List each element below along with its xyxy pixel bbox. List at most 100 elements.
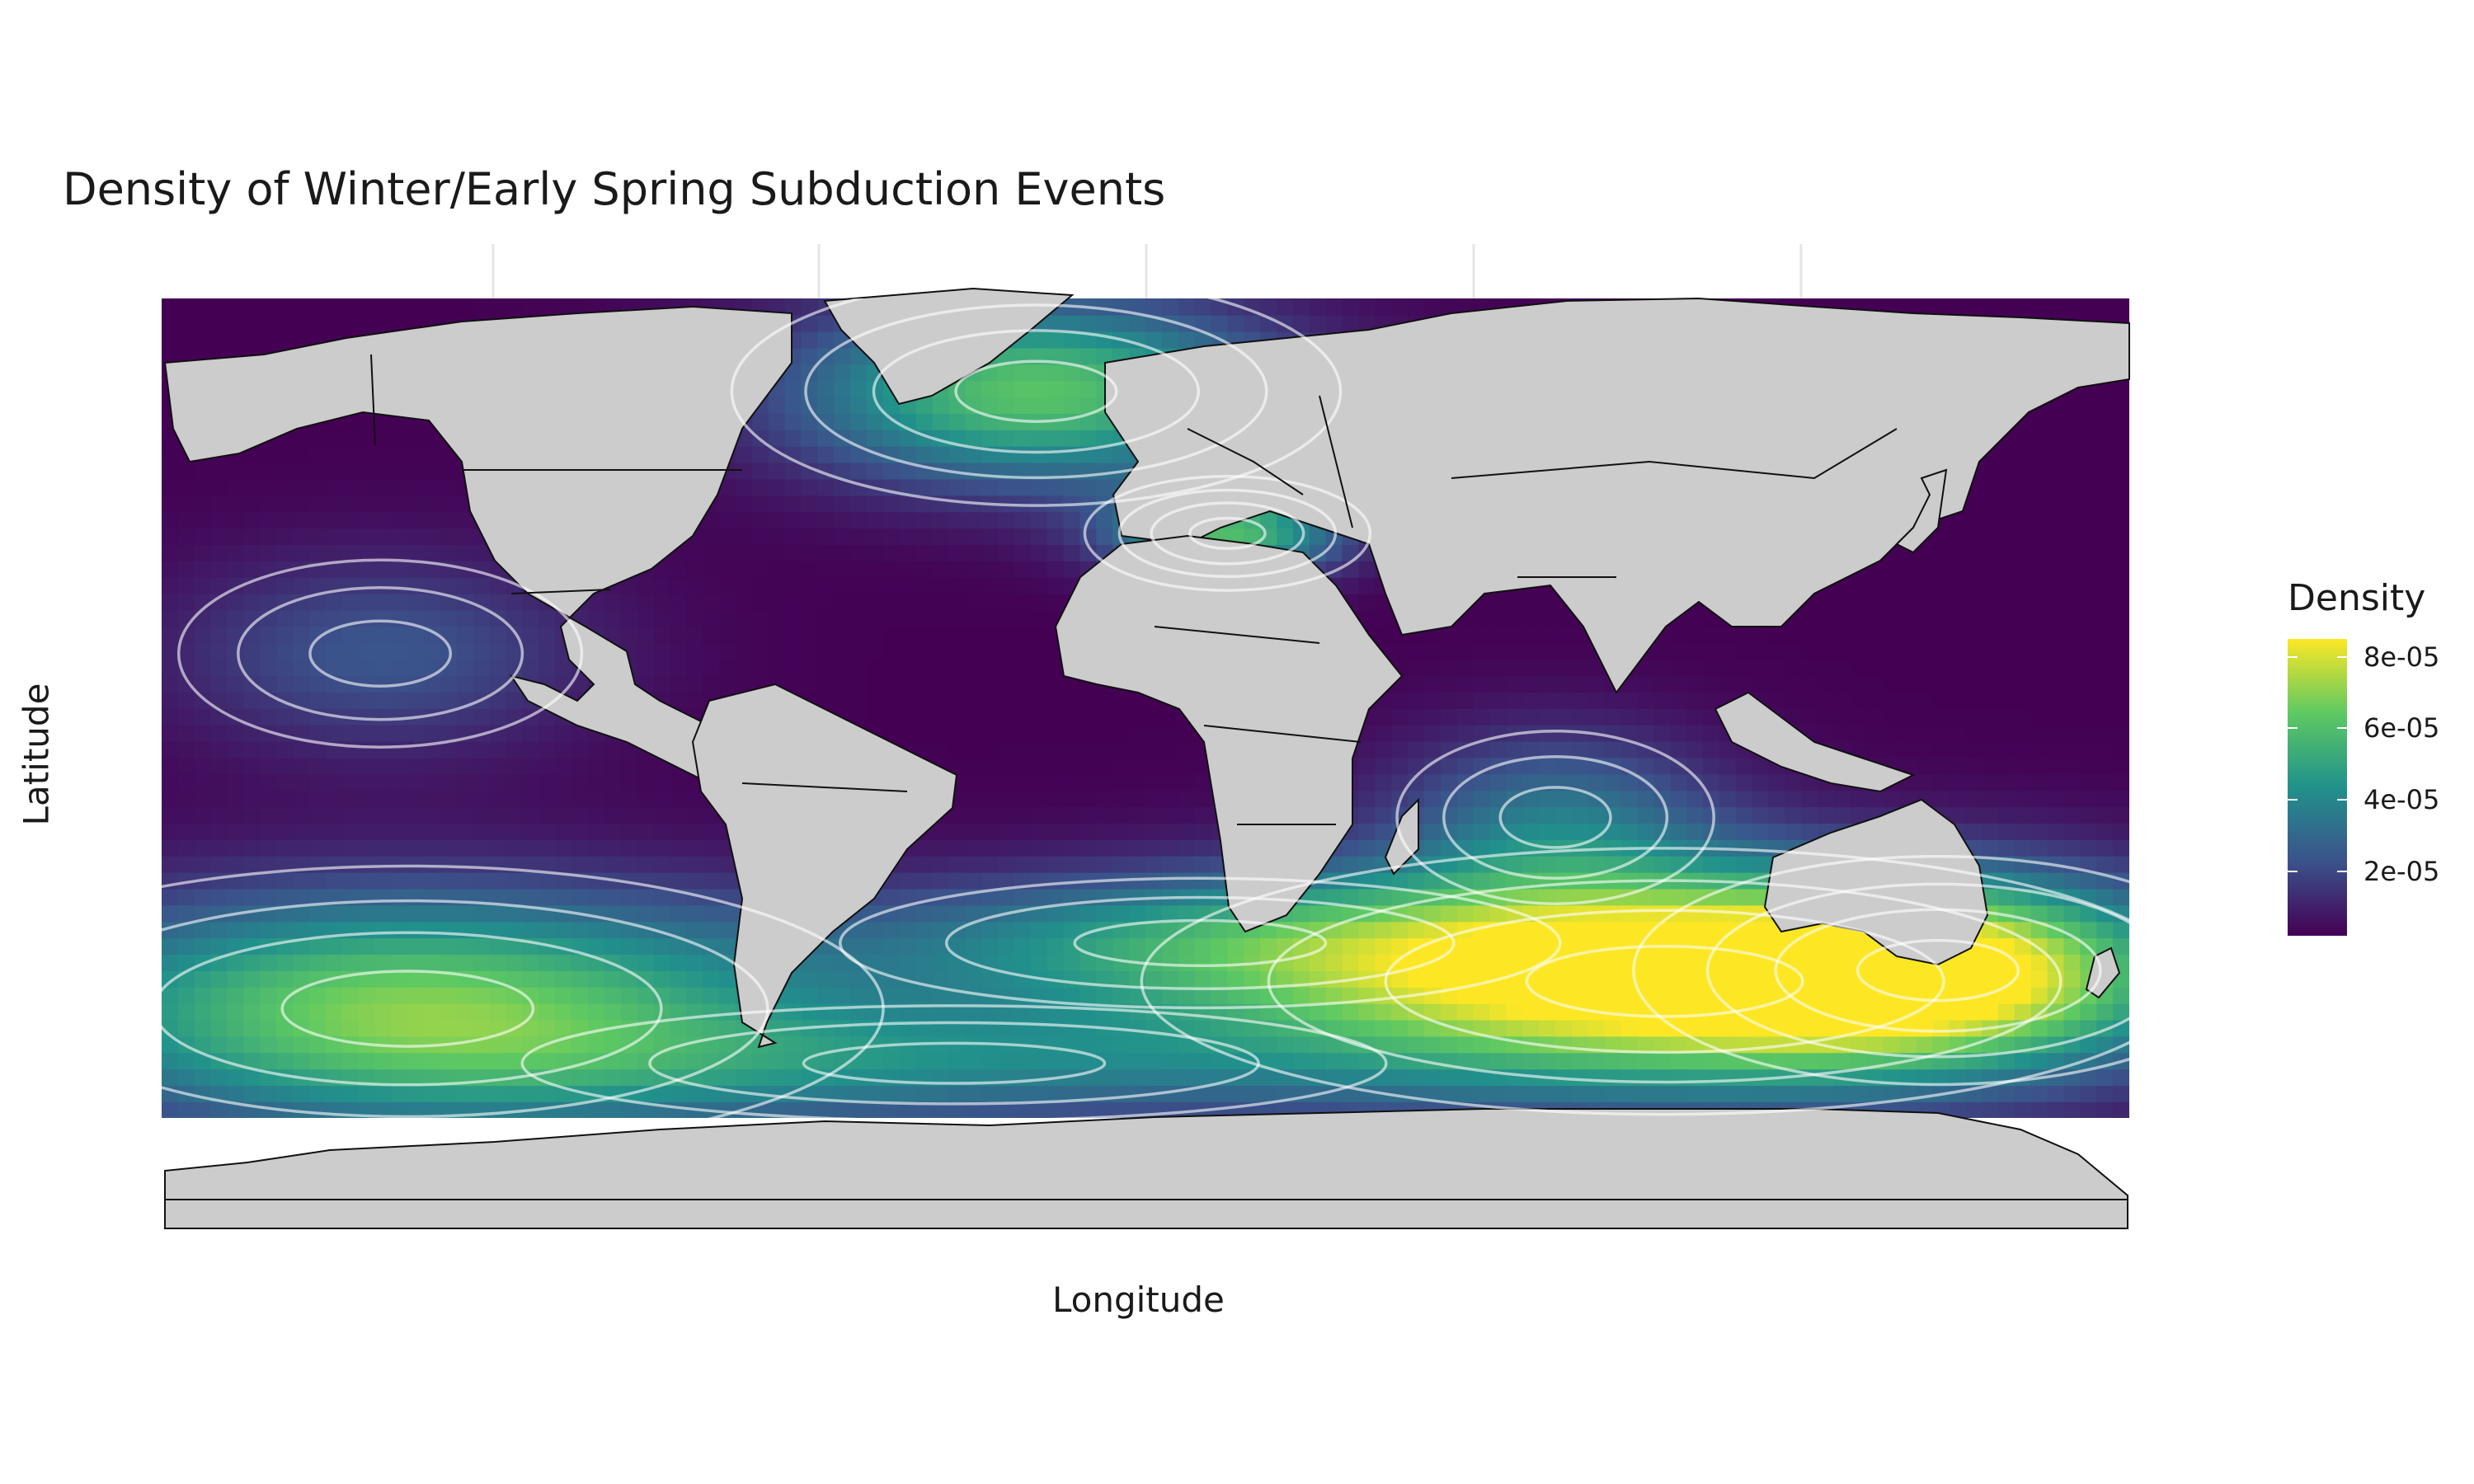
density-cell [932, 675, 950, 693]
density-cell [1145, 1068, 1163, 1087]
density-cell [850, 987, 868, 1004]
density-cell [604, 1101, 622, 1118]
density-cell [670, 970, 688, 988]
density-cell [867, 626, 884, 644]
density-cell [162, 724, 179, 742]
density-cell [1424, 806, 1442, 824]
density-cell [194, 740, 212, 758]
density-cell [1375, 871, 1393, 890]
density-cell [210, 987, 228, 1004]
density-cell [801, 430, 819, 447]
density-cell [1047, 478, 1065, 496]
density-cell [1768, 823, 1786, 840]
density-cell [276, 642, 294, 660]
density-cell [177, 724, 195, 742]
density-cell [473, 954, 491, 971]
density-cell [1735, 675, 1753, 693]
density-cell [325, 839, 343, 857]
density-cell [834, 511, 851, 529]
density-cell [1096, 970, 1113, 988]
density-cell [588, 609, 605, 627]
density-cell [227, 478, 245, 496]
density-cell [1079, 692, 1098, 709]
density-cell [1539, 904, 1556, 923]
density-cell [1637, 987, 1655, 1004]
density-cell [1473, 1036, 1491, 1054]
density-cell [1194, 954, 1212, 971]
density-cell [1194, 806, 1212, 824]
density-cell [686, 904, 703, 923]
density-cell [1456, 659, 1475, 677]
density-cell [1244, 970, 1261, 988]
density-cell [1079, 740, 1098, 758]
density-cell [227, 855, 245, 873]
density-cell [1456, 839, 1475, 857]
density-cell [1555, 757, 1573, 775]
density-cell [751, 528, 769, 545]
density-cell [1014, 888, 1032, 906]
density-cell [867, 430, 884, 447]
density-cell [162, 987, 179, 1004]
density-cell [358, 855, 376, 873]
density-cell [588, 790, 605, 808]
density-cell [850, 528, 868, 545]
density-cell [604, 806, 622, 824]
density-cell [260, 773, 277, 791]
density-cell [1145, 871, 1163, 890]
density-cell [1539, 888, 1556, 906]
density-cell [768, 430, 786, 447]
density-cell [1752, 839, 1770, 857]
density-cell [522, 626, 540, 644]
density-cell [719, 970, 736, 988]
density-cell [325, 855, 343, 873]
density-cell [489, 937, 507, 955]
density-cell [653, 642, 671, 660]
density-cell [981, 724, 999, 742]
density-cell [1572, 823, 1589, 840]
density-cell [555, 1019, 572, 1037]
density-cell [981, 577, 999, 594]
density-cell [325, 528, 343, 545]
density-cell [1572, 642, 1589, 660]
density-cell [1030, 773, 1048, 791]
density-cell [1309, 1003, 1327, 1021]
density-cell [1161, 757, 1179, 775]
density-cell [358, 561, 376, 578]
density-cell [899, 724, 917, 742]
density-cell [1489, 659, 1507, 677]
density-cell [670, 773, 688, 791]
chart-title: Density of Winter/Early Spring Subductio… [63, 163, 1166, 215]
density-cell [260, 987, 277, 1004]
density-cell [1768, 675, 1786, 693]
density-cell [899, 659, 917, 677]
density-cell [1555, 855, 1573, 873]
density-cell [915, 692, 934, 709]
density-cell [293, 561, 310, 578]
density-cell [391, 1003, 409, 1021]
density-cell [653, 790, 671, 808]
density-cell [1752, 773, 1770, 791]
density-cell [686, 1019, 703, 1037]
density-cell [473, 1019, 491, 1037]
density-cell [260, 675, 277, 693]
density-cell [1358, 1052, 1376, 1070]
density-cell [374, 692, 393, 709]
density-cell [981, 397, 999, 414]
density-cell [1325, 1052, 1343, 1070]
density-cell [1686, 675, 1704, 693]
density-cell [948, 839, 967, 857]
density-cell [1408, 1019, 1425, 1037]
density-cell [276, 839, 294, 857]
density-cell [243, 1068, 261, 1087]
density-cell [1325, 855, 1343, 873]
density-cell [1391, 1068, 1409, 1087]
density-cell [948, 871, 967, 890]
density-cell [703, 1019, 720, 1037]
density-cell [1670, 806, 1687, 824]
density-cell [948, 642, 967, 660]
density-cell [1539, 921, 1556, 939]
density-cell [915, 445, 934, 463]
density-cell [850, 1019, 868, 1037]
density-cell [653, 987, 671, 1004]
density-cell [276, 1019, 294, 1037]
